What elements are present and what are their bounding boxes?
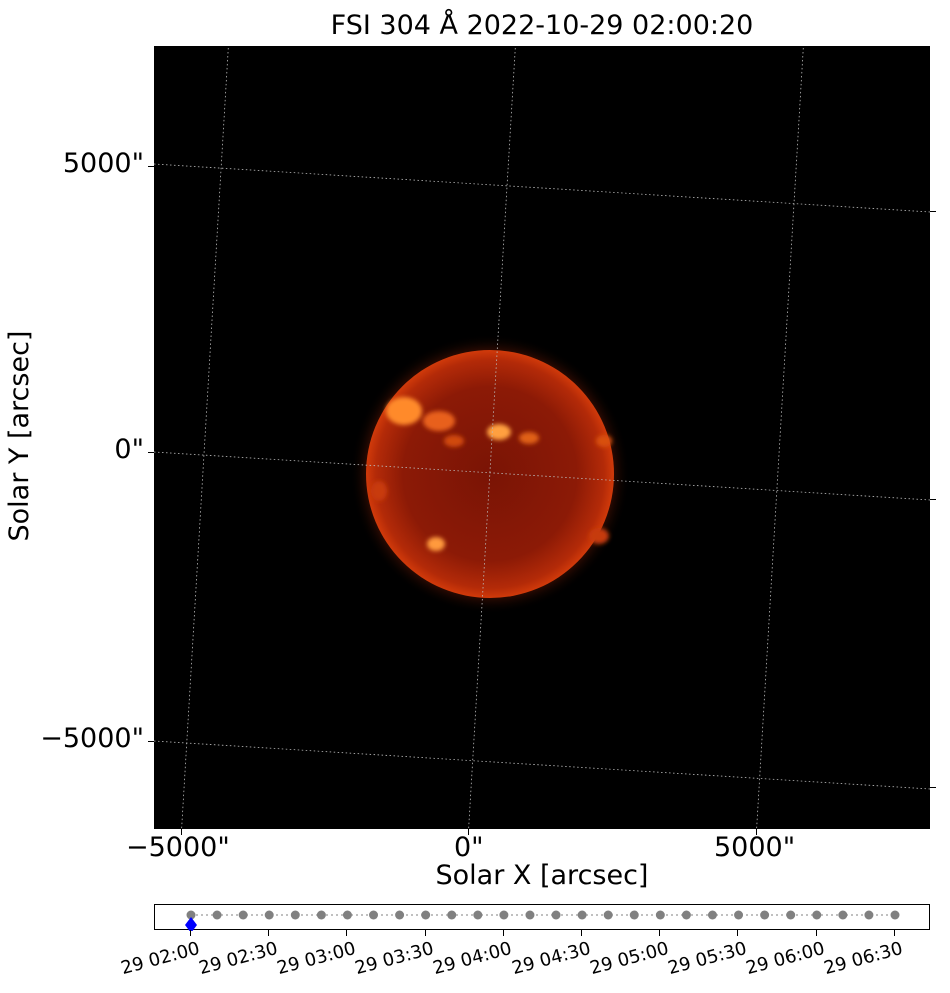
timeline-tick-mark (502, 930, 504, 936)
timeline-frame-point[interactable] (681, 910, 691, 920)
timeline-tick-mark (190, 930, 191, 936)
timeline-tick-mark (659, 930, 661, 936)
solar-image (154, 46, 930, 829)
timeline-time-label: 29 02:30 (196, 938, 280, 980)
solar-image-panel[interactable] (154, 46, 930, 829)
x-tick-mark (181, 829, 182, 835)
timeline-frame-point[interactable] (447, 910, 457, 920)
timeline-frame-point[interactable] (238, 910, 248, 920)
frame-timeline[interactable] (154, 904, 930, 931)
timeline-frame-point[interactable] (760, 910, 770, 920)
timeline-frame-point[interactable] (264, 910, 274, 920)
timeline-time-label: 29 06:00 (743, 938, 828, 980)
timeline-frame-point[interactable] (603, 910, 613, 920)
y-axis-title: Solar Y [arcsec] (4, 330, 35, 542)
timeline-time-label: 29 05:00 (587, 938, 671, 980)
timeline-frame-point[interactable] (499, 910, 509, 920)
right-tick-mark (930, 787, 936, 788)
timeline-tick-mark (815, 930, 817, 936)
x-tick-label: −5000" (126, 832, 230, 863)
sun-disk (366, 350, 614, 598)
timeline-frame-point[interactable] (629, 910, 639, 920)
timeline-frame-point[interactable] (290, 910, 300, 920)
y-tick-label: −5000" (40, 723, 144, 754)
timeline-frame-point[interactable] (525, 910, 535, 920)
timeline-frame-point[interactable] (551, 910, 561, 920)
timeline-time-label: 29 02:00 (118, 938, 202, 980)
x-axis-title: Solar X [arcsec] (435, 860, 649, 891)
timeline-frame-point[interactable] (734, 910, 744, 920)
timeline-time-label: 29 03:00 (274, 938, 358, 980)
coordinate-grid (154, 46, 930, 829)
timeline-frame-point[interactable] (395, 910, 405, 920)
timeline-tick-mark (737, 930, 739, 936)
y-tick-label: 5000" (62, 148, 144, 179)
right-tick-mark (930, 499, 936, 500)
timeline-time-label: 29 03:30 (352, 938, 437, 980)
y-tick-mark (148, 452, 154, 453)
active-regions (371, 397, 612, 551)
current-frame-marker[interactable] (185, 917, 197, 931)
timeline-track (185, 910, 900, 931)
y-tick-mark (148, 166, 154, 167)
timeline-time-label: 29 06:30 (822, 938, 906, 980)
timeline-time-label: 29 04:30 (509, 938, 593, 980)
timeline-frame-point[interactable] (342, 910, 352, 920)
x-tick-label: 5000" (714, 832, 796, 863)
y-tick-mark (148, 741, 154, 742)
timeline-time-label: 29 05:30 (665, 938, 749, 980)
image-title: FSI 304 Å 2022-10-29 02:00:20 (330, 10, 754, 41)
timeline-frame-point[interactable] (577, 910, 587, 920)
right-tick-mark (930, 211, 936, 212)
y-tick-label: 0" (114, 434, 144, 465)
timeline-frame-point[interactable] (186, 910, 196, 920)
timeline-frame-point[interactable] (707, 910, 717, 920)
timeline-frame-point[interactable] (212, 910, 222, 920)
timeline-tick-mark (893, 930, 895, 936)
timeline-frame-point[interactable] (316, 910, 326, 920)
timeline-frame-point[interactable] (655, 910, 665, 920)
timeline-frame-point[interactable] (838, 910, 848, 920)
timeline-frame-point[interactable] (812, 910, 822, 920)
timeline-tick-mark (581, 930, 582, 936)
timeline-frame-point[interactable] (786, 910, 796, 920)
timeline-frame-point[interactable] (473, 910, 483, 920)
timeline-tick-mark (346, 930, 348, 936)
timeline-tick-mark (268, 930, 270, 936)
x-tick-mark (468, 829, 469, 835)
timeline-frame-point[interactable] (421, 910, 431, 920)
x-tick-label: 0" (454, 832, 484, 863)
timeline-time-label: 29 04:00 (431, 938, 515, 980)
timeline-tick-mark (424, 930, 426, 936)
x-tick-mark (756, 829, 757, 835)
timeline-frame-point[interactable] (864, 910, 874, 920)
timeline-frame-point[interactable] (369, 910, 379, 920)
timeline-frame-point[interactable] (890, 910, 900, 920)
